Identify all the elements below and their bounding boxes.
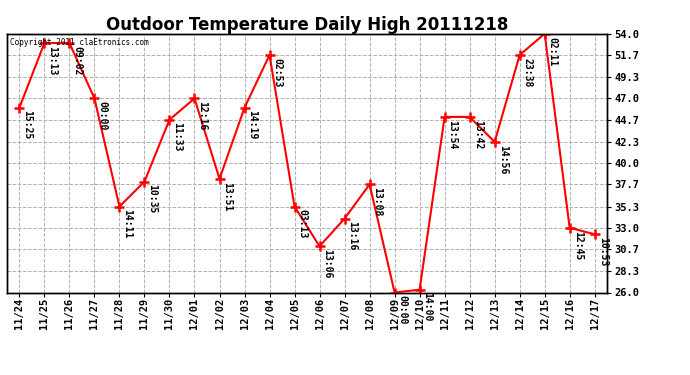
Text: 00:00: 00:00 — [97, 101, 108, 130]
Text: 14:19: 14:19 — [248, 111, 257, 140]
Text: 02:53: 02:53 — [273, 58, 282, 87]
Text: 14:11: 14:11 — [122, 209, 132, 239]
Text: 13:42: 13:42 — [473, 120, 482, 149]
Text: 12:16: 12:16 — [197, 101, 208, 130]
Title: Outdoor Temperature Daily High 20111218: Outdoor Temperature Daily High 20111218 — [106, 16, 509, 34]
Text: 00:00: 00:00 — [397, 295, 408, 325]
Text: 13:51: 13:51 — [222, 182, 233, 211]
Text: 14:00: 14:00 — [422, 292, 433, 322]
Text: 10:35: 10:35 — [148, 184, 157, 214]
Text: 03:13: 03:13 — [297, 209, 308, 239]
Text: 13:08: 13:08 — [373, 187, 382, 216]
Text: 13:13: 13:13 — [48, 46, 57, 75]
Text: 13:06: 13:06 — [322, 249, 333, 279]
Text: 09:02: 09:02 — [72, 46, 82, 75]
Text: 13:54: 13:54 — [448, 120, 457, 149]
Text: 02:11: 02:11 — [548, 36, 558, 66]
Text: 13:16: 13:16 — [348, 221, 357, 251]
Text: 10:53: 10:53 — [598, 237, 608, 266]
Text: 11:33: 11:33 — [172, 123, 182, 152]
Text: 12:45: 12:45 — [573, 231, 582, 260]
Text: 15:25: 15:25 — [22, 111, 32, 140]
Text: 23:38: 23:38 — [522, 58, 533, 87]
Text: Copyright 2011 claEtronics.com: Copyright 2011 claEtronics.com — [10, 38, 148, 46]
Text: 14:56: 14:56 — [497, 145, 508, 174]
